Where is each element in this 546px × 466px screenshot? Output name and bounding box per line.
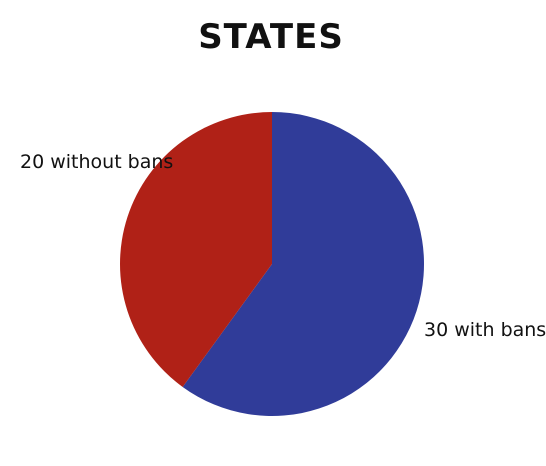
chart-title: STATES bbox=[198, 17, 344, 57]
pie-slice-label-1: 30 with bans bbox=[424, 319, 546, 341]
pie-slice-1 bbox=[182, 112, 425, 416]
pie-slice-label-2: 20 without bans bbox=[20, 151, 173, 173]
pie-slice-2 bbox=[120, 112, 272, 387]
pie-slices bbox=[120, 112, 425, 416]
pie-labels: 30 with bans 20 without bans bbox=[20, 151, 546, 341]
